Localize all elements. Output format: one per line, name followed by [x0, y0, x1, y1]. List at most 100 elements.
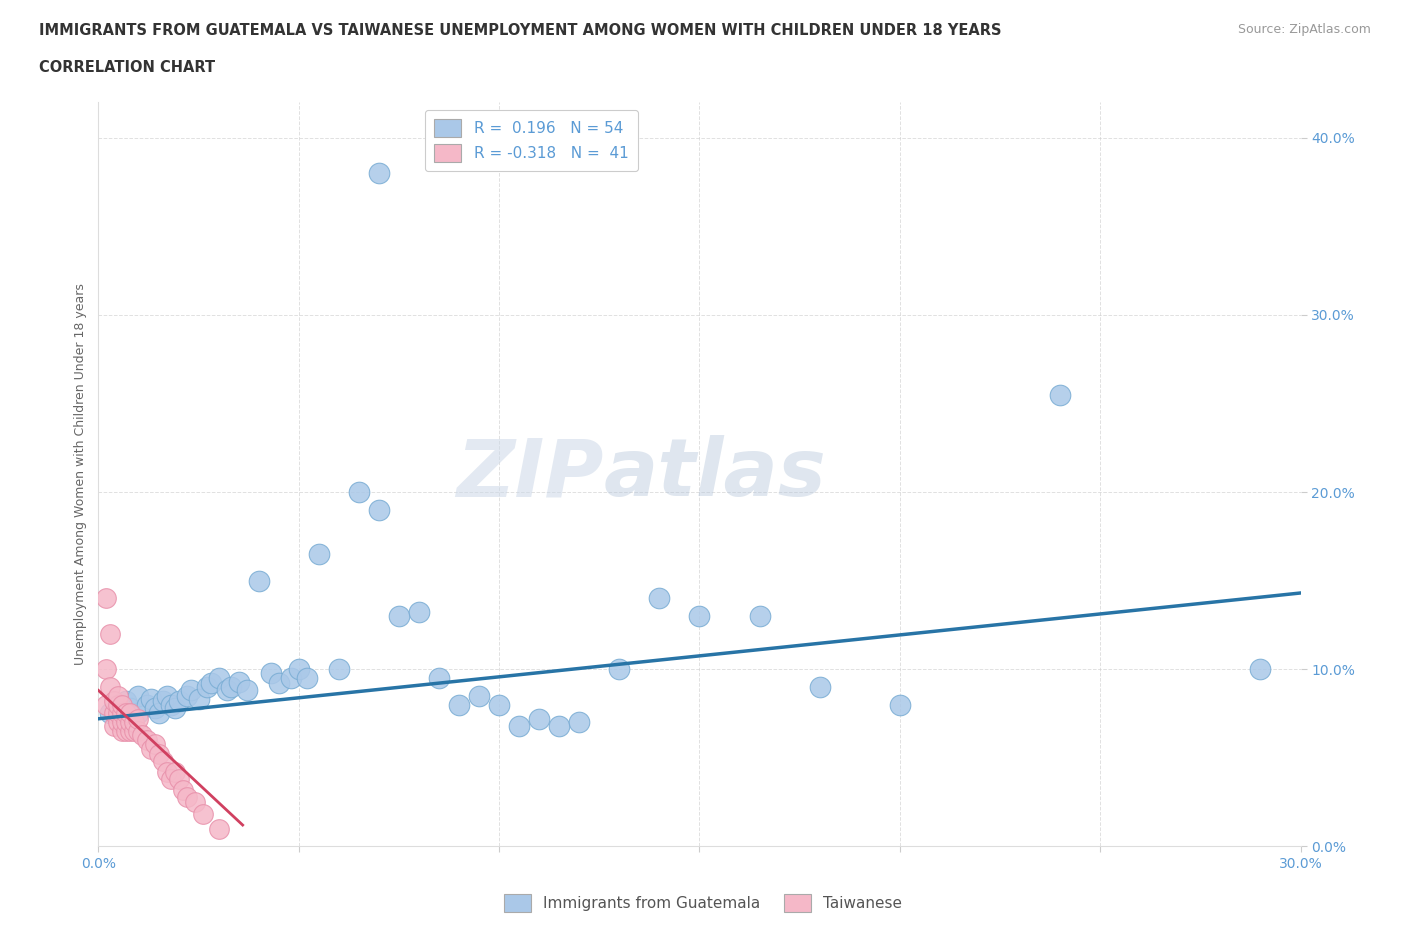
- Point: [120, 706, 142, 721]
- Point: [267, 676, 290, 691]
- Point: [128, 688, 150, 703]
- Point: [180, 683, 202, 698]
- Point: [648, 591, 671, 605]
- Point: [107, 698, 129, 712]
- Point: [100, 626, 122, 641]
- Point: [143, 737, 166, 751]
- Point: [447, 698, 470, 712]
- Text: Source: ZipAtlas.com: Source: ZipAtlas.com: [1237, 23, 1371, 36]
- Point: [100, 706, 122, 721]
- Point: [128, 724, 150, 738]
- Point: [247, 573, 270, 588]
- Point: [115, 706, 138, 721]
- Point: [96, 662, 118, 677]
- Point: [187, 692, 209, 707]
- Point: [808, 680, 831, 695]
- Point: [215, 683, 238, 698]
- Point: [548, 718, 571, 733]
- Point: [280, 671, 302, 685]
- Point: [688, 608, 710, 623]
- Text: CORRELATION CHART: CORRELATION CHART: [39, 60, 215, 75]
- Legend: Immigrants from Guatemala, Taiwanese: Immigrants from Guatemala, Taiwanese: [498, 888, 908, 918]
- Point: [889, 698, 911, 712]
- Point: [163, 700, 186, 715]
- Point: [427, 671, 450, 685]
- Text: atlas: atlas: [603, 435, 827, 513]
- Point: [1250, 662, 1272, 677]
- Point: [111, 706, 134, 721]
- Point: [295, 671, 318, 685]
- Point: [115, 715, 138, 730]
- Point: [167, 694, 190, 709]
- Point: [468, 688, 491, 703]
- Y-axis label: Unemployment Among Women with Children Under 18 years: Unemployment Among Women with Children U…: [75, 284, 87, 665]
- Text: ZIP: ZIP: [456, 435, 603, 513]
- Point: [368, 166, 391, 180]
- Point: [1049, 387, 1071, 402]
- Point: [195, 680, 218, 695]
- Point: [148, 706, 170, 721]
- Point: [155, 688, 177, 703]
- Point: [96, 698, 118, 712]
- Point: [228, 674, 250, 689]
- Point: [128, 711, 150, 726]
- Point: [208, 821, 231, 836]
- Point: [748, 608, 770, 623]
- Point: [120, 715, 142, 730]
- Point: [200, 676, 222, 691]
- Point: [135, 733, 157, 748]
- Point: [135, 698, 157, 712]
- Point: [124, 715, 146, 730]
- Point: [103, 718, 125, 733]
- Point: [148, 747, 170, 762]
- Point: [568, 715, 591, 730]
- Point: [152, 694, 174, 709]
- Point: [131, 727, 153, 742]
- Point: [191, 807, 214, 822]
- Point: [176, 790, 198, 804]
- Point: [124, 724, 146, 738]
- Point: [167, 772, 190, 787]
- Point: [107, 698, 129, 712]
- Point: [208, 671, 231, 685]
- Point: [107, 706, 129, 721]
- Point: [368, 502, 391, 517]
- Point: [288, 662, 311, 677]
- Point: [152, 754, 174, 769]
- Point: [219, 680, 242, 695]
- Point: [328, 662, 350, 677]
- Point: [103, 694, 125, 709]
- Point: [115, 724, 138, 738]
- Point: [111, 724, 134, 738]
- Point: [120, 724, 142, 738]
- Text: IMMIGRANTS FROM GUATEMALA VS TAIWANESE UNEMPLOYMENT AMONG WOMEN WITH CHILDREN UN: IMMIGRANTS FROM GUATEMALA VS TAIWANESE U…: [39, 23, 1002, 38]
- Point: [139, 741, 162, 756]
- Point: [347, 485, 370, 499]
- Point: [235, 683, 257, 698]
- Point: [260, 665, 283, 680]
- Point: [163, 764, 186, 779]
- Point: [107, 715, 129, 730]
- Point: [111, 715, 134, 730]
- Point: [508, 718, 530, 733]
- Point: [529, 711, 551, 726]
- Point: [111, 698, 134, 712]
- Point: [103, 706, 125, 721]
- Legend: R =  0.196   N = 54, R = -0.318   N =  41: R = 0.196 N = 54, R = -0.318 N = 41: [425, 110, 637, 171]
- Point: [115, 694, 138, 709]
- Point: [128, 706, 150, 721]
- Point: [408, 605, 430, 620]
- Point: [143, 700, 166, 715]
- Point: [100, 680, 122, 695]
- Point: [176, 688, 198, 703]
- Point: [107, 688, 129, 703]
- Point: [609, 662, 631, 677]
- Point: [159, 772, 181, 787]
- Point: [155, 764, 177, 779]
- Point: [172, 782, 194, 797]
- Point: [183, 794, 205, 809]
- Point: [139, 692, 162, 707]
- Point: [96, 591, 118, 605]
- Point: [159, 698, 181, 712]
- Point: [120, 700, 142, 715]
